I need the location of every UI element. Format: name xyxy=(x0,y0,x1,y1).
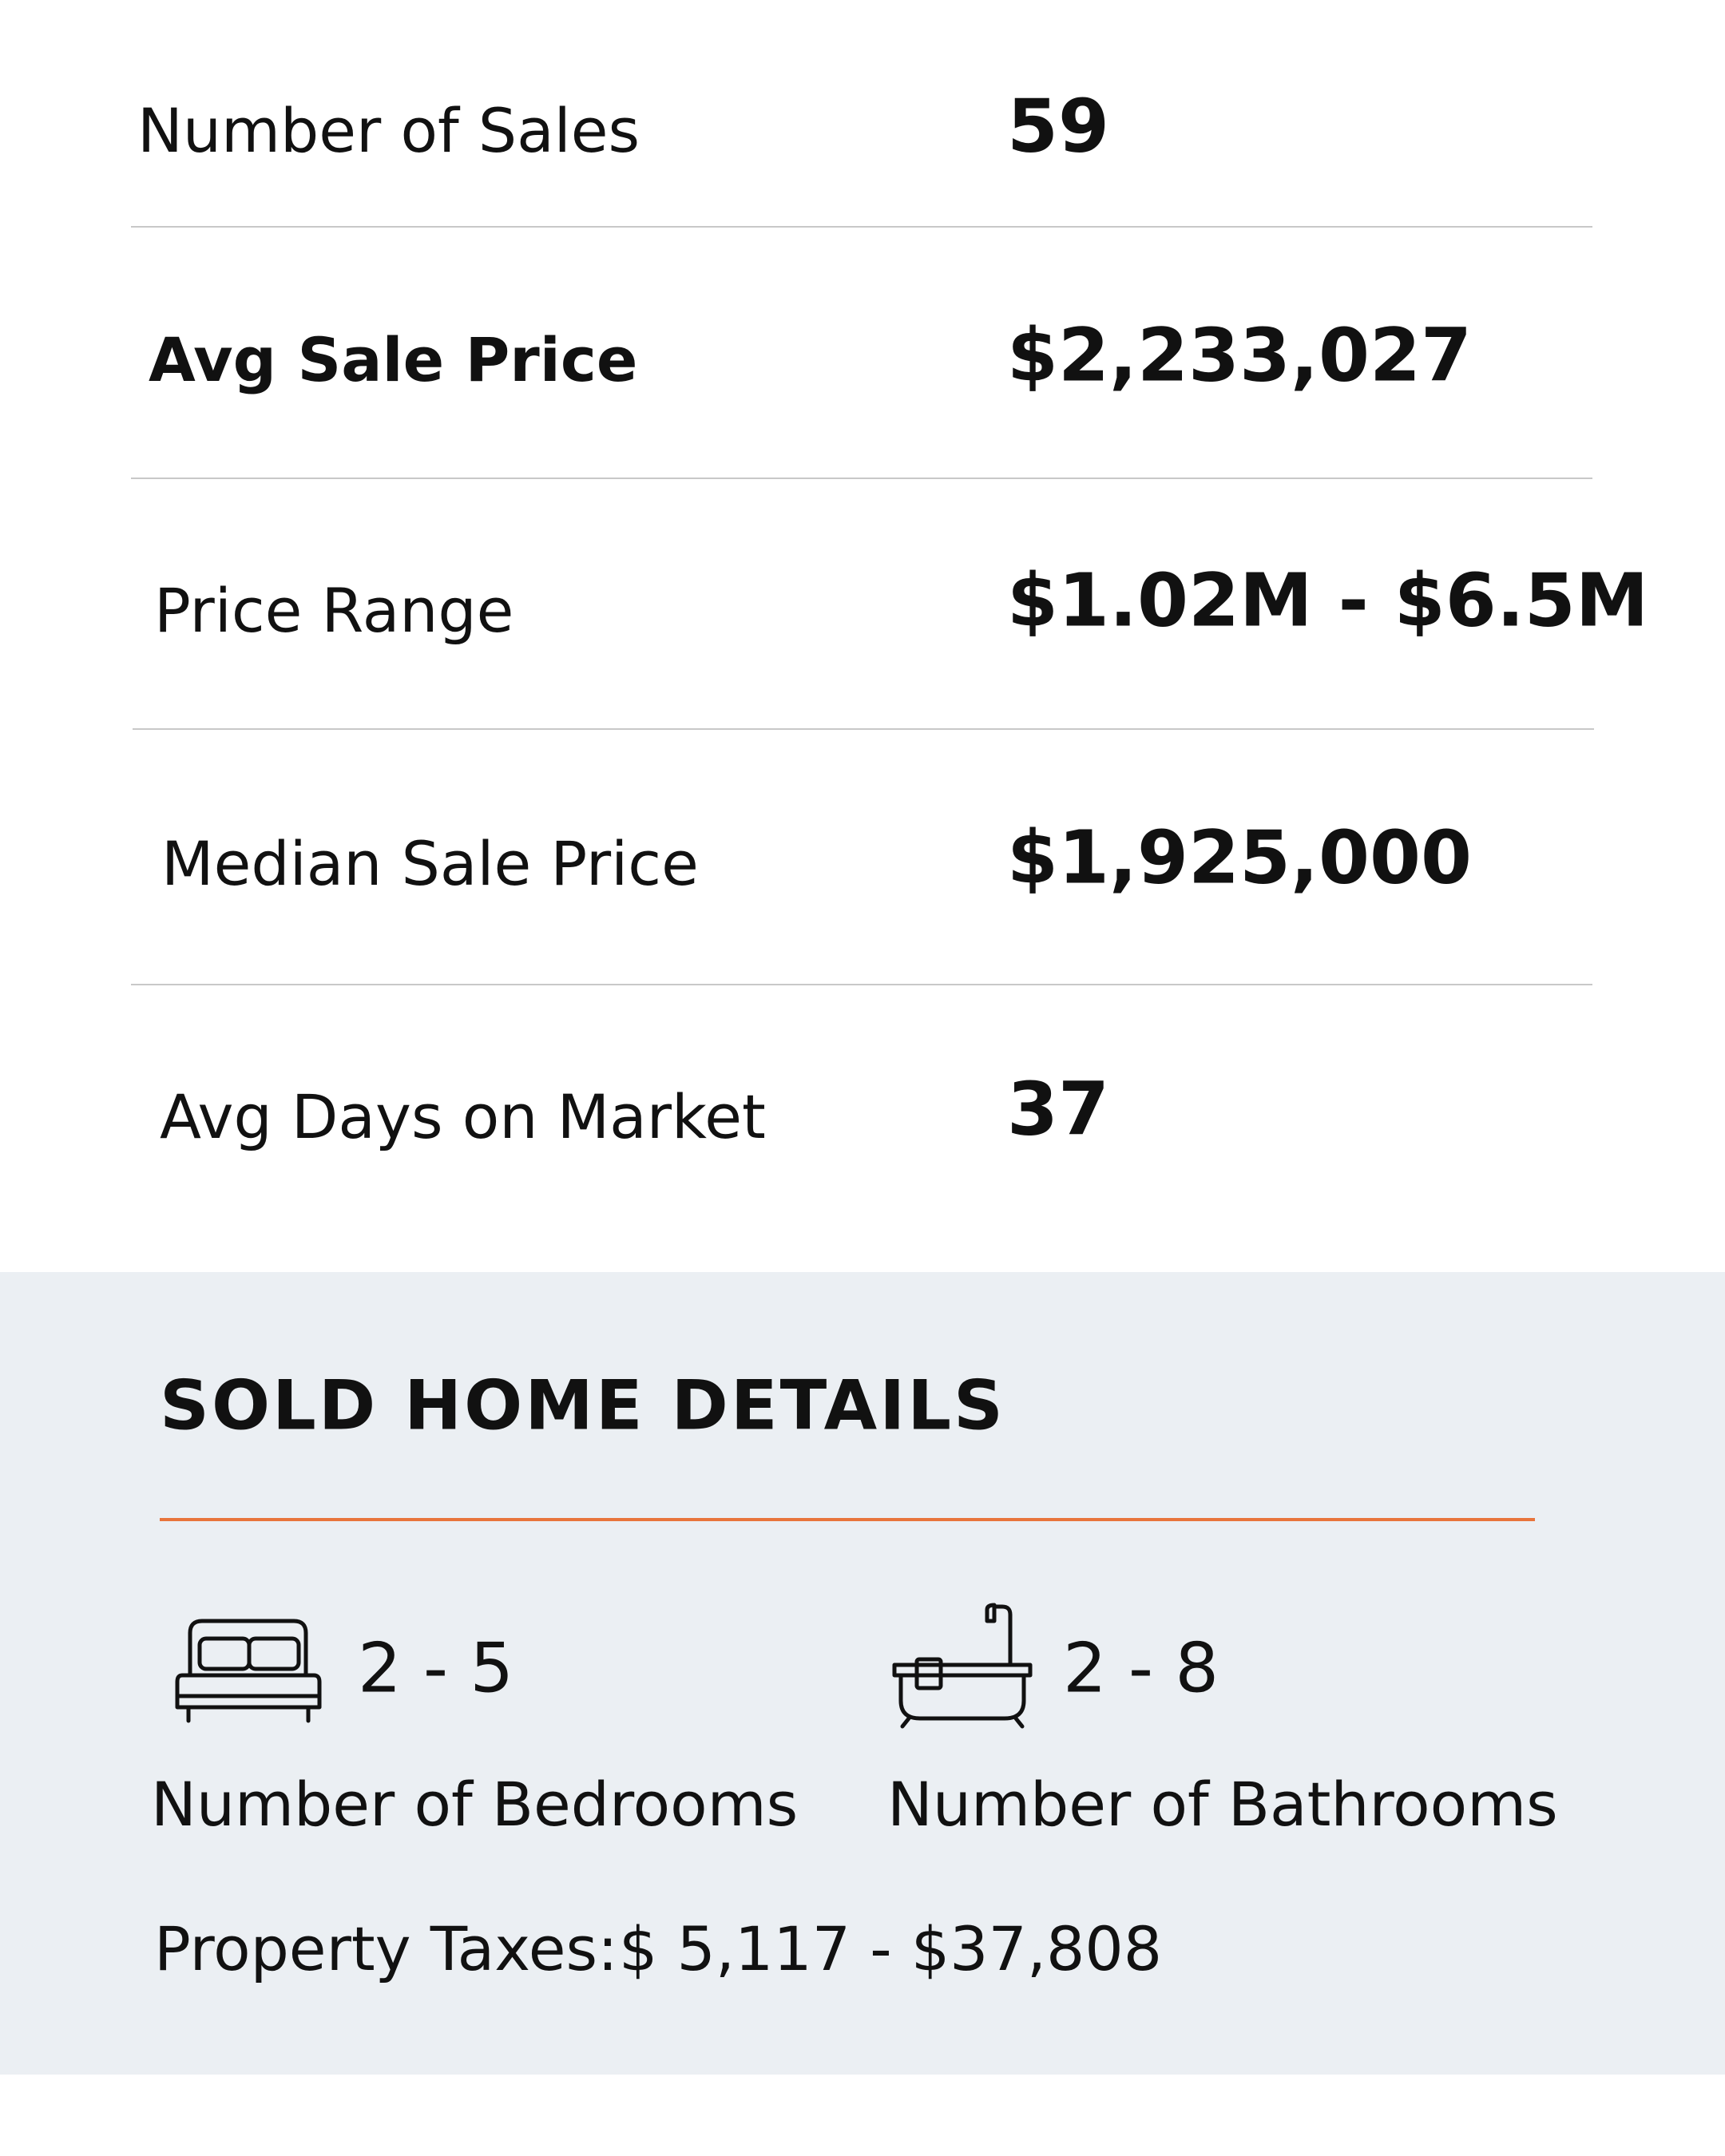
bathrooms-value: 2 - 8 xyxy=(1063,1628,1219,1708)
stat-label: Number of Sales xyxy=(137,95,640,166)
stat-value: $1.02M - $6.5M xyxy=(1007,557,1648,643)
stat-label: Median Sale Price xyxy=(161,828,699,899)
bath-icon xyxy=(892,1603,1033,1729)
section-title: SOLD HOME DETAILS xyxy=(160,1365,1005,1445)
stat-value: 59 xyxy=(1007,83,1109,168)
bathrooms-label: Number of Bathrooms xyxy=(887,1769,1558,1840)
stat-value: $1,925,000 xyxy=(1007,814,1472,900)
stat-value: $2,233,027 xyxy=(1007,312,1472,398)
stat-label: Price Range xyxy=(154,575,514,646)
bed-icon xyxy=(175,1619,322,1723)
stat-value: 37 xyxy=(1007,1066,1109,1151)
taxes-label: Property Taxes: xyxy=(154,1913,618,1984)
bedrooms-label: Number of Bedrooms xyxy=(151,1769,798,1840)
taxes-value: $ 5,117 - $37,808 xyxy=(619,1913,1162,1984)
stat-label: Avg Days on Market xyxy=(160,1081,766,1152)
bedrooms-value: 2 - 5 xyxy=(358,1628,514,1708)
stat-label: Avg Sale Price xyxy=(149,324,637,395)
